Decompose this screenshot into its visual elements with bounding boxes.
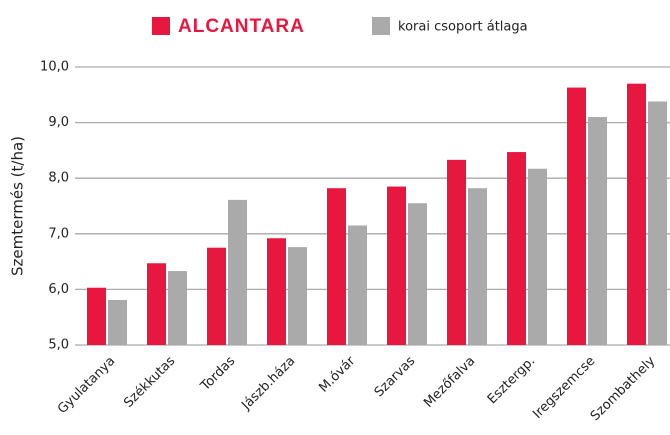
x-tick-label: M.óvár	[316, 353, 358, 395]
y-tick-label: 5,0	[48, 338, 69, 353]
bar	[87, 287, 106, 345]
x-tick-label: Mezőfalva	[421, 354, 478, 411]
bar	[387, 186, 406, 345]
x-tick-label: Szarvas	[372, 354, 419, 401]
bar	[447, 159, 466, 345]
bar	[168, 271, 187, 345]
x-tick-label: Esztergp.	[485, 354, 539, 408]
bar	[348, 225, 367, 345]
bar	[468, 188, 487, 345]
bar	[528, 168, 547, 345]
bar	[228, 199, 247, 345]
bar	[567, 87, 586, 346]
x-tick-label: Gyulatanya	[55, 354, 118, 417]
y-tick-label: 10,0	[40, 60, 69, 75]
bar	[207, 247, 226, 345]
y-tick-label: 6,0	[48, 282, 69, 297]
x-tick-label: Székkutas	[121, 354, 178, 411]
bar	[408, 203, 427, 345]
bar	[627, 83, 646, 346]
legend-swatch	[372, 17, 390, 35]
bar	[267, 238, 286, 345]
bar	[507, 152, 526, 345]
bar	[588, 117, 607, 345]
y-axis-label: Szemtermés (t/ha)	[9, 136, 27, 276]
bar	[648, 101, 667, 345]
x-tick-label: Iregszemcse	[530, 354, 598, 422]
bar	[108, 299, 127, 345]
x-tick-label: Tordas	[197, 354, 238, 395]
legend-label: korai csoport átlaga	[398, 20, 528, 35]
y-tick-label: 9,0	[48, 115, 69, 130]
x-tick-label: Szombathely	[588, 353, 659, 424]
bar	[147, 263, 166, 345]
bar	[327, 188, 346, 345]
legend-swatch	[152, 17, 170, 35]
legend-label: ALCANTARA	[178, 16, 305, 37]
y-tick-label: 8,0	[48, 171, 69, 186]
y-tick-label: 7,0	[48, 226, 69, 241]
x-tick-label: Jászb.háza	[238, 354, 298, 414]
bar	[288, 247, 307, 345]
